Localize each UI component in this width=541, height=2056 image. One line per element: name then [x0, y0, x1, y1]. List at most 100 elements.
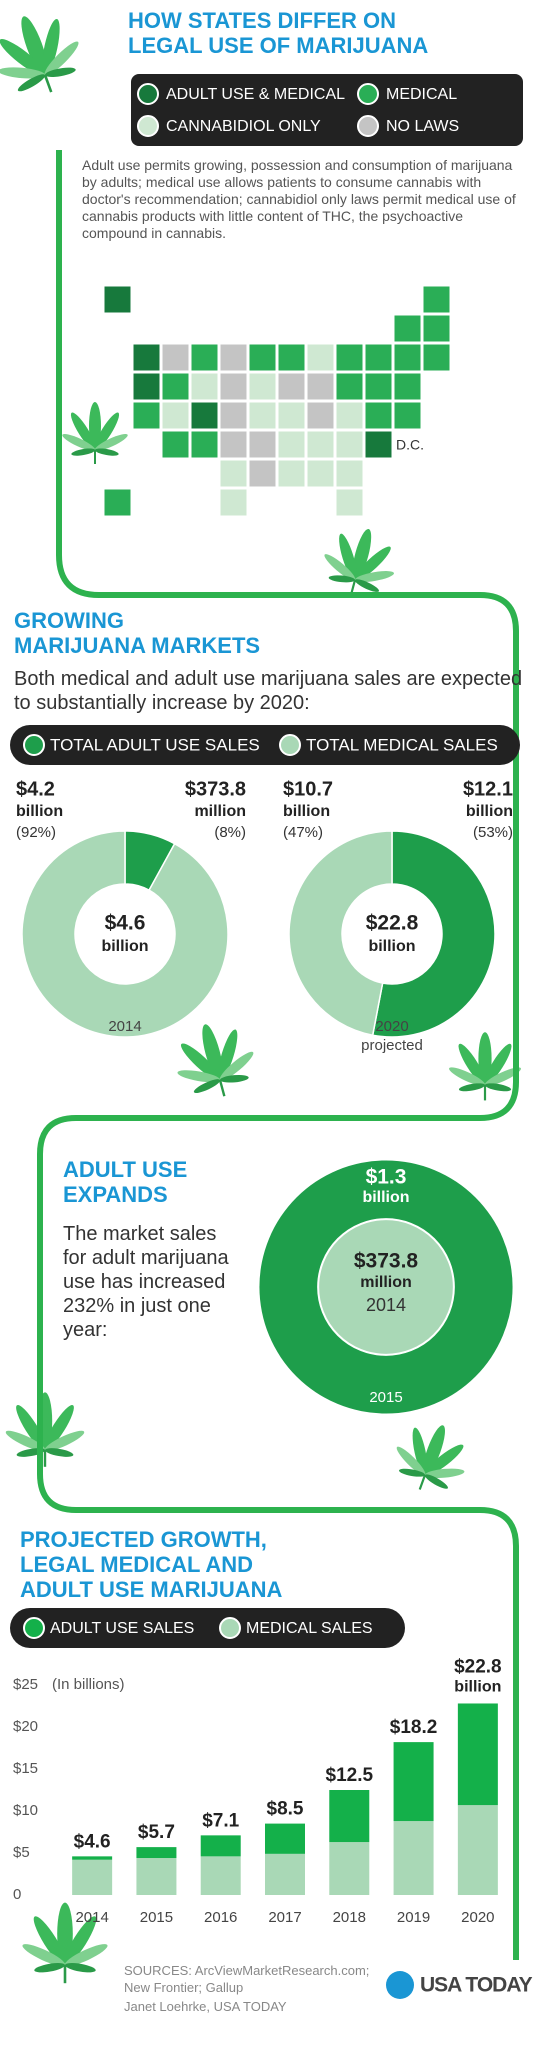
section-title: ADULT USE MARIJUANA — [20, 1577, 283, 1602]
subtitle: Both medical and adult use marijuana sal… — [14, 668, 523, 714]
state-tile — [364, 401, 393, 430]
bar-segment — [457, 1805, 498, 1895]
bar-segment — [265, 1823, 305, 1854]
section-title: MARIJUANA MARKETS — [14, 633, 261, 658]
legend-label: MEDICAL SALES — [246, 1620, 373, 1637]
state-tile — [335, 488, 364, 517]
body-text: The market sales for adult marijuana use… — [63, 1223, 229, 1341]
state-tile — [306, 401, 335, 430]
legend-label: CANNABIDIOL ONLY — [166, 118, 321, 135]
legend-swatch — [357, 115, 379, 137]
state-tile — [219, 401, 248, 430]
description: Adult use permits growing, possession an… — [82, 157, 516, 241]
amount-label: $12.1 — [463, 778, 513, 800]
state-tile — [219, 488, 248, 517]
state-tile — [161, 343, 190, 372]
legend-swatch — [279, 734, 301, 756]
unit-label: billion — [283, 803, 330, 820]
leaf — [314, 519, 406, 605]
bar-segment — [72, 1856, 113, 1860]
state-tile — [306, 372, 335, 401]
state-tile — [190, 430, 219, 459]
state-tile — [277, 430, 306, 459]
legend-label: TOTAL ADULT USE SALES — [50, 735, 260, 754]
total-unit: billion — [101, 938, 148, 955]
unit-label: million — [360, 1274, 412, 1291]
section-title: HOW STATES DIFFER ON — [128, 8, 397, 33]
leaf — [165, 1013, 265, 1107]
state-tile — [422, 314, 451, 343]
bar-segment — [457, 1703, 498, 1806]
state-tile — [335, 401, 364, 430]
state-tile — [364, 372, 393, 401]
state-tile — [190, 401, 219, 430]
leaf — [0, 1, 94, 108]
legend-swatch — [219, 1617, 241, 1639]
legend-box — [10, 725, 520, 765]
y-tick-label: $20 — [13, 1718, 38, 1735]
total-unit: billion — [368, 938, 415, 955]
amount-label: $10.7 — [283, 778, 333, 800]
state-tile — [132, 372, 161, 401]
dc-label: D.C. — [396, 437, 424, 453]
state-tile — [248, 430, 277, 459]
state-tile — [364, 430, 393, 459]
percent-label: (8%) — [214, 824, 246, 841]
state-tile — [161, 401, 190, 430]
category-label: 2015 — [369, 1389, 402, 1406]
bar-segment — [136, 1858, 177, 1895]
unit-label: million — [194, 803, 246, 820]
legend-label: MEDICAL — [386, 86, 457, 103]
value-label: $373.8 — [354, 1250, 419, 1273]
state-tile — [190, 343, 219, 372]
legend-swatch — [137, 83, 159, 105]
state-tile — [103, 488, 132, 517]
state-tile — [306, 343, 335, 372]
bar-segment — [200, 1856, 241, 1895]
total-label: $8.5 — [267, 1799, 304, 1820]
donut-slice — [21, 830, 229, 1038]
state-tile — [190, 372, 219, 401]
section-title: PROJECTED GROWTH, — [20, 1527, 267, 1552]
state-tile — [132, 343, 161, 372]
sources: SOURCES: ArcViewMarketResearch.com; New … — [124, 1963, 370, 1995]
state-tile — [393, 372, 422, 401]
state-tile — [335, 459, 364, 488]
leaf — [447, 1032, 523, 1101]
state-tile — [422, 285, 451, 314]
y-tick-label: $25 — [13, 1676, 38, 1693]
category-label: 2014 — [108, 1018, 142, 1035]
legend-label: ADULT USE & MEDICAL — [166, 86, 345, 103]
value-label: $1.3 — [366, 1166, 407, 1189]
state-tile — [103, 285, 132, 314]
total-label: $12.5 — [326, 1765, 374, 1786]
total-unit: billion — [454, 1679, 501, 1696]
logo-dot — [386, 1971, 414, 1999]
state-tile — [219, 372, 248, 401]
decoration — [0, 1, 523, 1984]
bar-segment — [265, 1853, 305, 1895]
total-label: $22.8 — [454, 1656, 502, 1677]
state-tile — [364, 343, 393, 372]
credit: Janet Loehrke, USA TODAY — [124, 1999, 287, 2014]
legend-swatch — [137, 115, 159, 137]
amount-label: $4.2 — [16, 778, 55, 800]
state-tile — [248, 459, 277, 488]
category-label: 2020 projected — [361, 1018, 423, 1054]
unit-label: billion — [16, 803, 63, 820]
section-title: LEGAL USE OF MARIJUANA — [128, 33, 429, 58]
percent-label: (92%) — [16, 824, 56, 841]
section-title: ADULT USE — [63, 1157, 188, 1182]
logo: USA TODAY — [420, 1974, 533, 1997]
x-tick-label: 2019 — [397, 1909, 430, 1926]
state-tile — [161, 372, 190, 401]
donut-slice — [371, 830, 496, 1038]
x-tick-label: 2016 — [204, 1909, 237, 1926]
bar-segment — [329, 1790, 370, 1843]
state-tile — [277, 343, 306, 372]
state-tile — [248, 372, 277, 401]
unit-label: billion — [362, 1189, 409, 1206]
y-tick-label: $5 — [13, 1844, 30, 1861]
total-label: $7.1 — [202, 1810, 239, 1831]
